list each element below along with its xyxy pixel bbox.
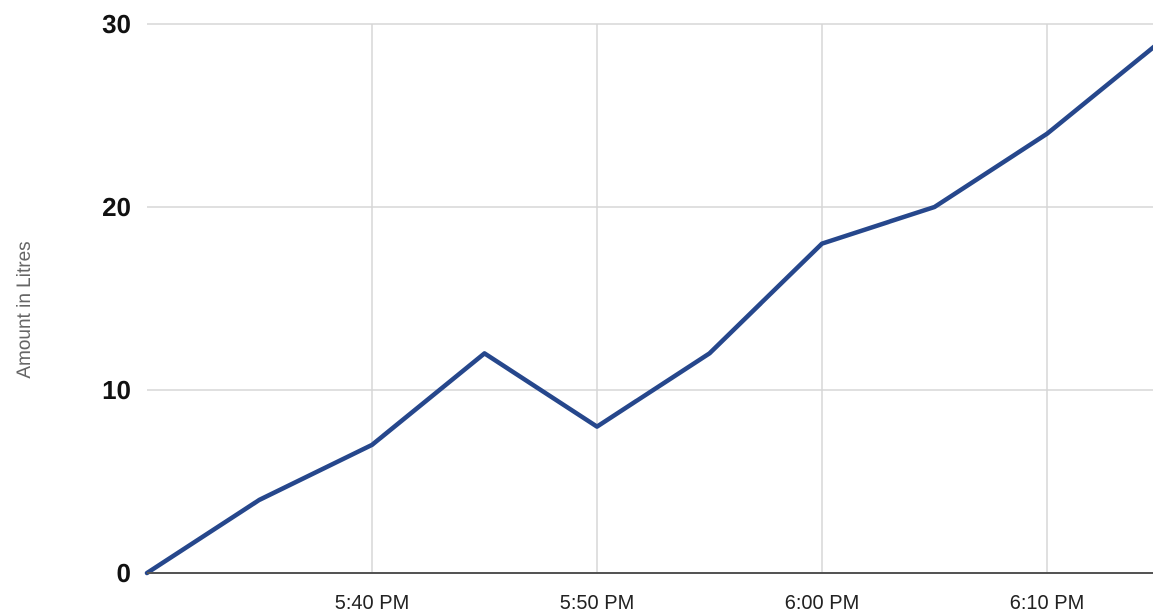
x-tick-label: 6:10 PM (1010, 592, 1084, 614)
x-tick-label: 5:40 PM (335, 592, 409, 614)
x-tick-label: 6:00 PM (785, 592, 859, 614)
y-tick-label: 10 (102, 375, 131, 405)
x-axis-ticks: 5:40 PM 5:50 PM 6:00 PM 6:10 PM (335, 592, 1084, 614)
y-tick-label: 0 (117, 558, 131, 588)
series-layer (144, 44, 1153, 576)
y-axis-ticks: 0 10 20 30 (102, 9, 131, 588)
x-tick-label: 5:50 PM (560, 592, 634, 614)
y-axis-title: Amount in Litres (14, 241, 35, 378)
grid (147, 23, 1153, 573)
y-tick-label: 20 (102, 192, 131, 222)
series-line-1 (144, 44, 1153, 576)
y-tick-label: 30 (102, 9, 131, 39)
